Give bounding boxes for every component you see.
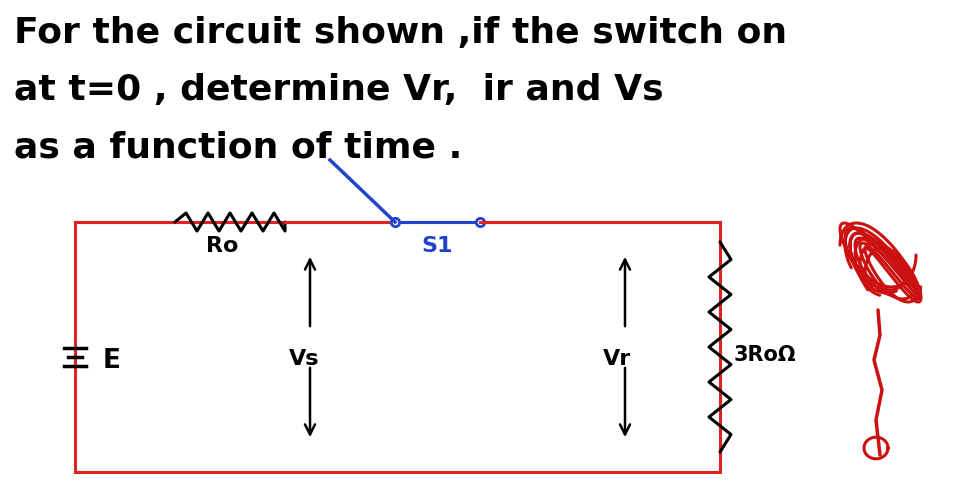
Text: at t=0 , determine Vr,  ir and Vs: at t=0 , determine Vr, ir and Vs <box>14 73 663 107</box>
Text: For the circuit shown ,if the switch on: For the circuit shown ,if the switch on <box>14 16 787 50</box>
Text: Ro: Ro <box>205 236 238 256</box>
Bar <box>75 222 720 472</box>
Text: S1: S1 <box>421 236 453 256</box>
Text: 3RoΩ: 3RoΩ <box>734 345 797 365</box>
Text: Vr: Vr <box>603 349 631 369</box>
Text: E: E <box>103 348 121 374</box>
Text: as a function of time .: as a function of time . <box>14 130 463 164</box>
Text: Vs: Vs <box>289 349 320 369</box>
